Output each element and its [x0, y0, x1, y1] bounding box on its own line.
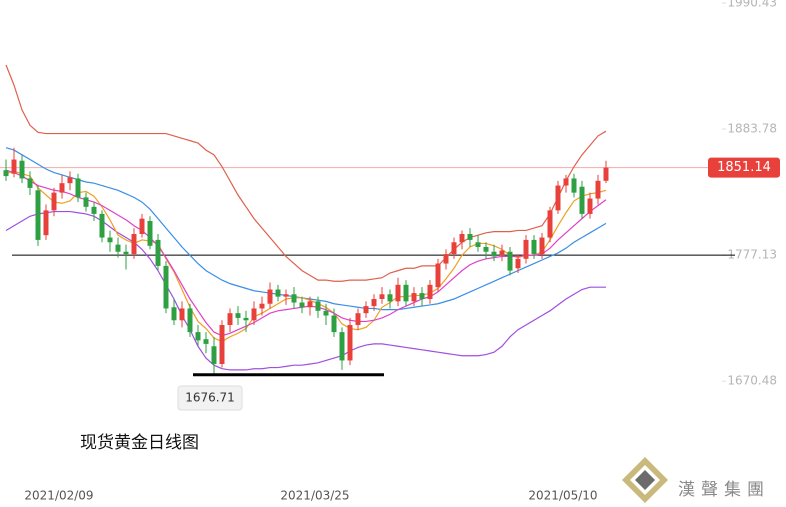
candle-body — [579, 186, 585, 214]
candle-body — [123, 251, 129, 255]
candle-body — [19, 160, 25, 179]
x-tick-label: 2021/03/25 — [280, 489, 349, 503]
candle-body — [411, 293, 417, 302]
brand-logo — [622, 457, 668, 503]
candle-body — [147, 221, 153, 246]
indicator-line — [5, 210, 606, 371]
candle-body — [211, 346, 217, 364]
candle-body — [571, 178, 577, 193]
indicator-line — [5, 169, 607, 337]
y-tick-label: 1990.43 — [727, 0, 777, 10]
candle-body — [443, 254, 449, 264]
candle-body — [203, 339, 209, 344]
candle-body — [387, 294, 393, 302]
candle-body — [27, 178, 33, 188]
candle-body — [107, 237, 113, 243]
candle-body — [507, 251, 513, 271]
candle-body — [59, 183, 65, 193]
candle-body — [283, 294, 289, 297]
candle-body — [427, 284, 433, 299]
indicator-line — [5, 64, 607, 282]
candle-body — [347, 325, 353, 361]
candle-body — [267, 289, 273, 304]
candle-body — [11, 159, 17, 174]
candle-body — [355, 313, 361, 325]
candle-body — [603, 167, 609, 181]
candle-body — [139, 218, 145, 234]
candle-body — [91, 206, 97, 214]
price-tag — [708, 157, 780, 178]
candle-body — [219, 325, 225, 364]
candle-body — [467, 234, 473, 240]
candle-body — [563, 178, 569, 186]
candle-body — [547, 210, 553, 238]
candle-body — [43, 210, 49, 236]
candle-body — [75, 178, 81, 198]
candle-body — [291, 294, 297, 303]
low-label: 1676.71 — [185, 391, 235, 405]
candle-body — [235, 313, 241, 318]
candle-body — [523, 239, 529, 259]
candle-body — [555, 185, 561, 211]
candle-body — [67, 177, 73, 184]
candle-body — [179, 308, 185, 321]
low-label-box — [177, 385, 243, 411]
candle-body — [83, 197, 89, 207]
candle-body — [259, 303, 265, 309]
candle-body — [195, 332, 201, 341]
candle-body — [475, 242, 481, 247]
candle-body — [459, 234, 465, 243]
candle-body — [515, 258, 521, 269]
candle-body — [395, 284, 401, 302]
candle-body — [299, 302, 305, 308]
candle-body — [539, 237, 545, 255]
candle-body — [163, 265, 169, 309]
candle-body — [363, 306, 369, 314]
y-tick-label: 1670.48 — [727, 374, 777, 388]
candle-body — [531, 239, 537, 255]
candle-body — [99, 213, 105, 238]
candle-body — [315, 301, 321, 311]
x-tick-label: 2021/05/10 — [528, 489, 597, 503]
candle-body — [403, 284, 409, 302]
logo-core — [635, 470, 655, 490]
candle-body — [35, 190, 41, 240]
candle-body — [323, 310, 329, 316]
candle-body — [187, 308, 193, 333]
brand-name: 漢聲集團 — [678, 480, 770, 500]
candle-body — [155, 239, 161, 266]
candle-body — [3, 170, 9, 177]
candle-body — [419, 293, 425, 299]
candle-body — [491, 251, 497, 257]
y-tick-label: 1883.78 — [727, 122, 777, 136]
candle-body — [131, 234, 137, 255]
candle-body — [379, 294, 385, 299]
candle-body — [251, 308, 257, 321]
candle-body — [115, 244, 121, 252]
candle-body — [371, 299, 377, 307]
y-tick-label: 1777.13 — [727, 248, 777, 262]
indicator-line — [5, 147, 607, 311]
candle-body — [587, 198, 593, 214]
candle-body — [483, 247, 489, 252]
candle-body — [451, 242, 457, 255]
candle-body — [51, 192, 57, 211]
chart-title: 现货黄金日线图 — [80, 433, 199, 453]
candle-body — [243, 317, 249, 321]
candle-body — [227, 313, 233, 325]
candle-body — [171, 307, 177, 321]
price-tag-label: 1851.14 — [717, 160, 771, 175]
indicator-line — [5, 170, 607, 343]
candle-body — [307, 301, 313, 308]
x-tick-label: 2021/02/09 — [24, 489, 93, 503]
candle-body — [331, 315, 337, 333]
candle-body — [275, 289, 281, 297]
candle-body — [499, 250, 505, 256]
candle-body — [595, 180, 601, 199]
candle-body — [339, 332, 345, 361]
candle-body — [435, 263, 441, 288]
